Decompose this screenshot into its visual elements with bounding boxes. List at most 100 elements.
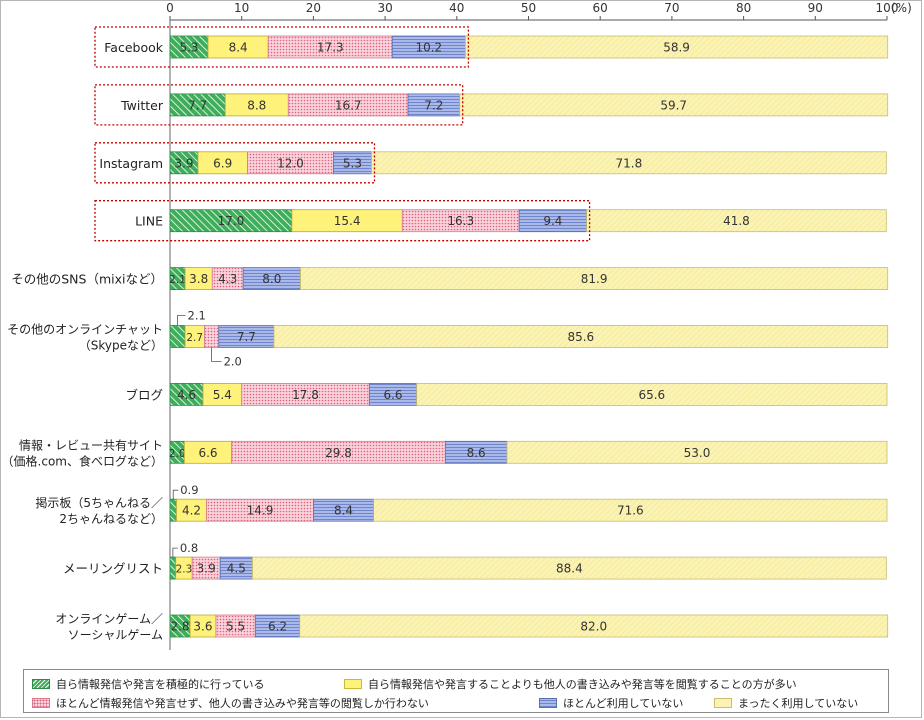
data-label: 5.3 <box>179 41 198 55</box>
data-label: 12.0 <box>277 156 304 170</box>
data-label: 85.6 <box>567 330 594 344</box>
data-label: 7.2 <box>424 98 443 112</box>
stacked-bar-chart: 0 10 20 30 40 50 60 70 80 90 100(%) Facebook 5.3 8.4… <box>2 1 912 650</box>
data-label: 29.8 <box>325 446 352 460</box>
data-label: 65.6 <box>638 388 665 402</box>
bar-segment <box>416 382 888 406</box>
legend-item: ほとんど情報発信や発言せず、他人の書き込みや発言等の閲覧しか行わない <box>32 695 429 711</box>
data-label: 8.4 <box>334 504 353 518</box>
x-axis-unit: (%) <box>891 1 912 15</box>
x-tick-label: 80 <box>736 1 751 15</box>
legend-swatch-never <box>714 698 732 708</box>
category-label: ソーシャルゲーム <box>68 628 163 642</box>
data-label: 58.9 <box>663 41 690 55</box>
data-label: 16.3 <box>447 214 474 228</box>
category-label: LINE <box>135 214 163 229</box>
legend-label: ほとんど利用していない <box>563 697 684 710</box>
leader-line <box>211 347 222 362</box>
data-label: 8.8 <box>247 98 266 112</box>
data-label: 17.3 <box>317 41 344 55</box>
x-tick-label: 70 <box>664 1 679 15</box>
data-label: 3.6 <box>193 620 212 634</box>
data-label: 4.3 <box>218 272 237 286</box>
legend-item: 自ら情報発信や発言することよりも他人の書き込みや発言等を閲覧することの方が多い <box>344 676 797 692</box>
data-label: 82.0 <box>580 620 607 634</box>
category-label: 掲示板（5ちゃんねる／ <box>35 495 163 510</box>
leader-line <box>172 547 178 558</box>
legend-swatch-browse-more <box>344 679 362 689</box>
category-label: Facebook <box>104 40 163 55</box>
data-label: 16.7 <box>335 98 362 112</box>
data-label: 8.0 <box>262 272 281 286</box>
bar-segment <box>299 614 889 638</box>
data-label: 10.2 <box>415 41 442 55</box>
data-label: 41.8 <box>723 214 750 228</box>
bar-segment <box>300 267 889 291</box>
data-label: 3.9 <box>174 156 193 170</box>
data-label: 17.0 <box>218 214 245 228</box>
category-label: Twitter <box>120 98 164 113</box>
legend-label: ほとんど情報発信や発言せず、他人の書き込みや発言等の閲覧しか行わない <box>56 697 429 710</box>
data-label: 5.3 <box>343 156 362 170</box>
data-label: 15.4 <box>334 214 361 228</box>
leader-line <box>177 315 186 326</box>
x-tick-label: 50 <box>521 1 536 15</box>
data-label: 53.0 <box>684 446 711 460</box>
bar-segment <box>169 325 186 348</box>
data-label: 2.1 <box>169 274 186 286</box>
x-tick-label: 0 <box>166 1 174 15</box>
legend-label: 自ら情報発信や発言することよりも他人の書き込みや発言等を閲覧することの方が多い <box>368 678 797 691</box>
bar-segment <box>506 440 888 464</box>
data-label: 2.0 <box>169 448 186 460</box>
data-label: 4.5 <box>227 562 246 576</box>
bar-segment <box>459 93 889 117</box>
legend-swatch-rarely <box>539 698 557 708</box>
x-tick-label: 100 <box>876 1 899 15</box>
category-label: 情報・レビュー共有サイト <box>19 438 163 452</box>
data-label: 6.2 <box>268 620 287 634</box>
x-tick-label: 20 <box>306 1 321 15</box>
data-label: 2.7 <box>186 332 203 344</box>
x-tick-label: 30 <box>377 1 392 15</box>
data-label: 71.8 <box>616 156 643 170</box>
legend-label: まったく利用していない <box>738 697 859 710</box>
bar-segment <box>465 35 889 59</box>
data-label: 0.9 <box>180 483 198 497</box>
legend-label: 自ら情報発信や発言を積極的に行っている <box>56 678 265 691</box>
category-label: メーリングリスト <box>63 561 163 576</box>
data-label: 8.6 <box>467 446 486 460</box>
x-tick-label: 40 <box>449 1 464 15</box>
x-tick-label: 90 <box>808 1 823 15</box>
data-label: 17.8 <box>292 388 319 402</box>
data-label: 6.9 <box>213 156 232 170</box>
data-label: 2.3 <box>176 564 193 576</box>
bar-segment <box>373 498 888 522</box>
data-label: 4.2 <box>182 504 201 518</box>
bar-segment <box>586 209 887 233</box>
legend-swatch-active <box>32 679 50 689</box>
data-label: 81.9 <box>581 272 608 286</box>
data-label: 2.0 <box>224 355 242 369</box>
highlight-box <box>94 200 591 242</box>
bar-segment <box>273 325 889 348</box>
data-label: 7.7 <box>188 98 207 112</box>
chart-rows: Facebook 5.3 8.4 17.3 10.2 58.9 Twitter 7.7 8.8 1… <box>2 26 889 642</box>
data-label: 6.6 <box>383 388 402 402</box>
bar-segment <box>371 151 887 175</box>
category-label: 2ちゃんねるなど） <box>59 512 163 526</box>
legend-item: 自ら情報発信や発言を積極的に行っている <box>32 676 264 692</box>
data-label: 6.6 <box>198 446 217 460</box>
legend: 自ら情報発信や発言を積極的に行っている 自ら情報発信や発言することよりも他人の書… <box>23 669 889 713</box>
data-label: 8.4 <box>229 41 248 55</box>
data-label: 59.7 <box>660 98 687 112</box>
data-label: 9.4 <box>543 214 562 228</box>
legend-item: ほとんど利用していない <box>539 695 683 711</box>
data-label: 3.9 <box>197 562 216 576</box>
data-label: 2.1 <box>188 309 206 323</box>
category-label: （Skypeなど） <box>79 339 163 353</box>
category-label: ブログ <box>125 387 163 402</box>
data-label: 88.4 <box>556 562 583 576</box>
highlight-box <box>94 26 470 68</box>
bar-segment <box>169 498 177 522</box>
